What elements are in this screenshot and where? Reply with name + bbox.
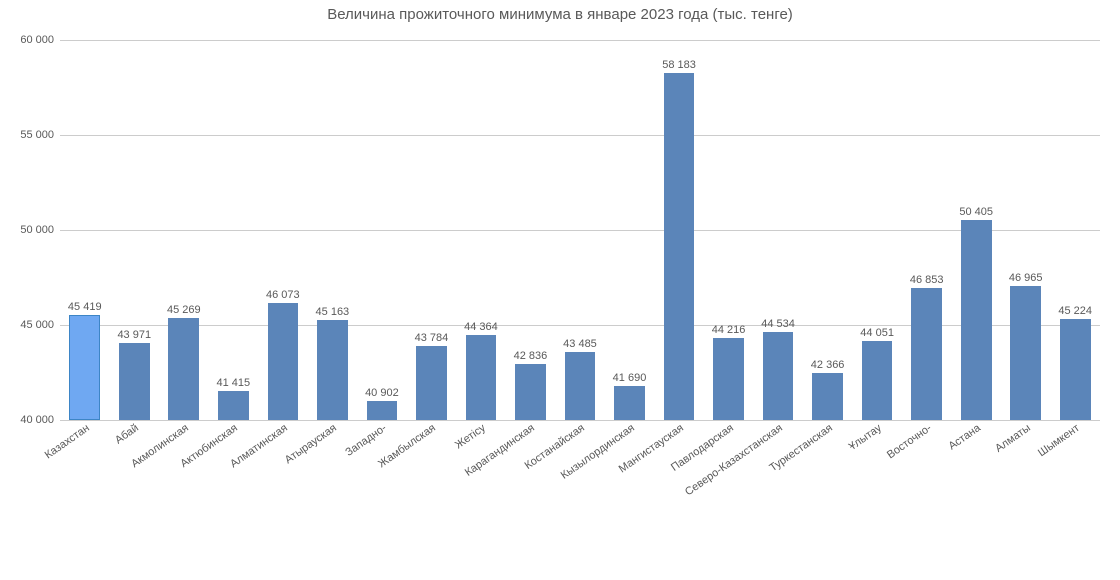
y-axis-label: 45 000 — [20, 319, 60, 331]
bar: 44 216 — [713, 40, 744, 420]
x-axis-label: Восточно- — [885, 422, 934, 461]
bar: 44 364 — [466, 40, 497, 420]
bar: 42 836 — [515, 40, 546, 420]
bar-value-label: 44 364 — [464, 321, 498, 333]
bar: 45 419 — [69, 40, 100, 420]
bar: 41 690 — [614, 40, 645, 420]
bar-value-label: 45 419 — [68, 301, 102, 313]
chart-container: Величина прожиточного минимума в январе … — [0, 0, 1120, 580]
bar-rect — [268, 303, 299, 420]
x-axis-label: Абай — [113, 422, 141, 447]
bar: 45 269 — [168, 40, 199, 420]
bar-rect — [1010, 286, 1041, 420]
bar: 46 853 — [911, 40, 942, 420]
bar: 42 366 — [812, 40, 843, 420]
bar-rect — [961, 220, 992, 420]
bar: 45 224 — [1060, 40, 1091, 420]
x-axis-label: Жетісу — [453, 422, 488, 451]
bar-rect — [713, 338, 744, 420]
x-axis-label: Ұлытау — [847, 422, 884, 453]
bar-rect — [69, 315, 100, 420]
plot-area: КазахстанАбайАкмолинскаяАктюбинскаяАлмат… — [60, 40, 1100, 420]
bar-rect — [1060, 319, 1091, 420]
bar: 44 534 — [763, 40, 794, 420]
bar-value-label: 45 269 — [167, 304, 201, 316]
bar-value-label: 43 971 — [117, 329, 151, 341]
y-axis-label: 50 000 — [20, 224, 60, 236]
bar-rect — [119, 343, 150, 420]
bar-rect — [416, 346, 447, 420]
bar-value-label: 50 405 — [959, 206, 993, 218]
bar: 41 415 — [218, 40, 249, 420]
chart-title: Величина прожиточного минимума в январе … — [0, 6, 1120, 23]
bar: 58 183 — [664, 40, 695, 420]
bar-rect — [565, 352, 596, 420]
x-axis-label: Алматы — [993, 422, 1033, 455]
bar-value-label: 44 216 — [712, 324, 746, 336]
bar: 40 902 — [367, 40, 398, 420]
x-axis-label: Казахстан — [43, 422, 92, 461]
bar: 43 485 — [565, 40, 596, 420]
bar-value-label: 44 534 — [761, 318, 795, 330]
bar-value-label: 41 415 — [216, 377, 250, 389]
bar-value-label: 43 485 — [563, 338, 597, 350]
bar: 44 051 — [862, 40, 893, 420]
x-axis-label: Астана — [947, 422, 983, 453]
y-axis-label: 60 000 — [20, 34, 60, 46]
bar-value-label: 42 366 — [811, 359, 845, 371]
bar: 43 971 — [119, 40, 150, 420]
bar-rect — [911, 288, 942, 420]
bar-rect — [367, 401, 398, 420]
bar-value-label: 44 051 — [860, 327, 894, 339]
bar-value-label: 58 183 — [662, 59, 696, 71]
bar-value-label: 46 853 — [910, 274, 944, 286]
bar: 50 405 — [961, 40, 992, 420]
y-axis-label: 55 000 — [20, 129, 60, 141]
bar-rect — [862, 341, 893, 420]
bar: 46 965 — [1010, 40, 1041, 420]
bar-value-label: 40 902 — [365, 387, 399, 399]
x-axis-label: Северо-Казахстанская — [683, 422, 785, 498]
x-axis-label: Шымкент — [1036, 422, 1082, 459]
bar-rect — [168, 318, 199, 420]
bar-value-label: 43 784 — [415, 332, 449, 344]
bar-rect — [763, 332, 794, 420]
bar-value-label: 46 073 — [266, 289, 300, 301]
x-axis-label: Западно- — [343, 422, 388, 459]
bar-rect — [515, 364, 546, 420]
bar-rect — [317, 320, 348, 420]
bar: 46 073 — [268, 40, 299, 420]
bar-rect — [664, 73, 695, 420]
bar-value-label: 41 690 — [613, 372, 647, 384]
x-axis-label: Атырауская — [283, 422, 339, 466]
y-axis-label: 40 000 — [20, 414, 60, 426]
bar-value-label: 45 163 — [316, 306, 350, 318]
bar: 45 163 — [317, 40, 348, 420]
bar-rect — [812, 373, 843, 420]
bar-value-label: 46 965 — [1009, 272, 1043, 284]
bar-rect — [218, 391, 249, 420]
bar-rect — [466, 335, 497, 420]
bar-value-label: 42 836 — [514, 350, 548, 362]
bar-rect — [614, 386, 645, 420]
bar: 43 784 — [416, 40, 447, 420]
bar-value-label: 45 224 — [1058, 305, 1092, 317]
gridline — [60, 420, 1100, 421]
